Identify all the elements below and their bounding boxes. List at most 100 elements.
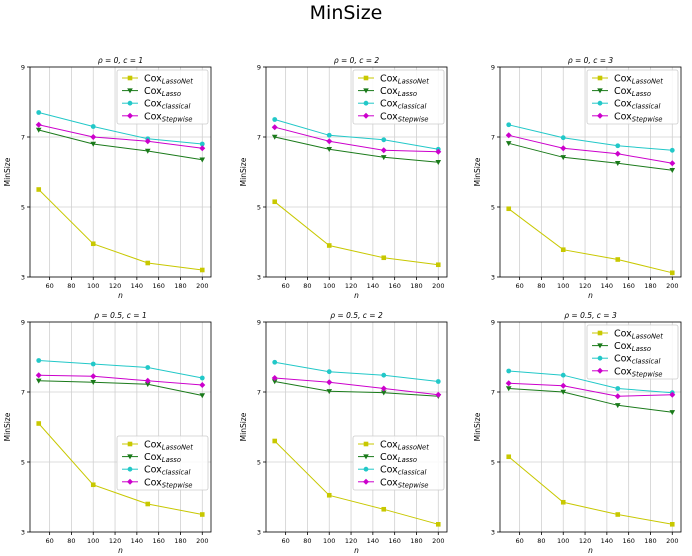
data-point xyxy=(144,138,151,145)
data-point xyxy=(36,421,42,426)
legend-label: Coxclassical xyxy=(380,99,426,111)
data-point xyxy=(381,372,387,378)
x-tick-label: 100 xyxy=(323,537,335,545)
legend-marker xyxy=(597,100,603,106)
data-point xyxy=(272,199,278,205)
legend-box xyxy=(352,69,445,125)
y-tick-label: 3 xyxy=(491,528,495,536)
legend-marker xyxy=(127,441,133,447)
series-line xyxy=(38,112,203,145)
legend-label: CoxLasso xyxy=(144,452,181,464)
x-tick-label: 160 xyxy=(622,537,634,545)
x-tick-label: 60 xyxy=(45,282,53,290)
x-tick-label: 80 xyxy=(303,537,311,545)
x-tick-label: 80 xyxy=(537,537,545,545)
series-line xyxy=(508,456,673,525)
y-tick-label: 5 xyxy=(257,458,261,466)
y-tick-label: 3 xyxy=(257,528,261,536)
y-tick-label: 3 xyxy=(21,273,25,281)
data-point xyxy=(272,359,278,365)
data-point xyxy=(326,389,333,395)
data-point xyxy=(505,380,512,387)
legend-box xyxy=(586,324,679,380)
legend-label: CoxStepwise xyxy=(380,477,428,489)
x-tick-label: 180 xyxy=(174,537,186,545)
legend-label: CoxStepwise xyxy=(144,477,192,489)
x-axis-label: n xyxy=(354,291,359,300)
legend-marker xyxy=(597,88,603,94)
data-point xyxy=(381,137,387,143)
y-axis-label: MinSize xyxy=(473,157,482,186)
plot-frame xyxy=(265,321,448,533)
legend-label: Coxclassical xyxy=(614,354,660,366)
series-line xyxy=(274,136,439,163)
data-point xyxy=(669,160,676,167)
legend-label: CoxLassoNet xyxy=(144,74,193,86)
legend-marker xyxy=(363,88,369,94)
y-tick-label: 9 xyxy=(21,318,25,326)
y-tick-label: 5 xyxy=(491,203,495,211)
data-point xyxy=(560,389,567,395)
legend-marker xyxy=(127,478,133,485)
x-tick-label: 180 xyxy=(644,282,656,290)
legend-marker xyxy=(363,441,369,447)
x-tick-label: 200 xyxy=(196,537,208,545)
data-point xyxy=(614,150,621,157)
x-tick-label: 120 xyxy=(579,537,591,545)
legend-marker xyxy=(127,466,133,472)
data-point xyxy=(145,365,151,370)
data-point xyxy=(326,243,332,248)
x-tick-label: 180 xyxy=(174,282,186,290)
data-point xyxy=(614,403,621,409)
y-axis-label: MinSize xyxy=(239,412,248,441)
legend-label: CoxLasso xyxy=(380,452,417,464)
x-axis-label: n xyxy=(588,291,593,300)
subplot: 60 80 100 120 140 160 180 200 3 5 7 9 ρ = 0.5, c = 2… xyxy=(239,311,448,555)
series-line xyxy=(508,208,673,274)
legend-label: CoxStepwise xyxy=(144,111,192,123)
plot-frame xyxy=(29,321,212,533)
x-tick-label: 120 xyxy=(579,282,591,290)
data-point xyxy=(669,410,676,416)
data-point xyxy=(560,135,566,141)
data-point xyxy=(145,260,151,266)
legend-label: Coxclassical xyxy=(144,99,190,111)
series-line xyxy=(38,189,203,271)
x-tick-label: 100 xyxy=(87,537,99,545)
data-point xyxy=(326,138,333,145)
x-tick-label: 180 xyxy=(410,537,422,545)
data-point xyxy=(381,255,387,261)
subplot: 60 80 100 120 140 160 180 200 3 5 7 9 ρ = 0, c = 2 n M… xyxy=(239,56,448,300)
series-line xyxy=(38,380,203,396)
data-point xyxy=(199,393,206,399)
x-axis-label: n xyxy=(588,546,593,555)
legend-label: CoxLassoNet xyxy=(614,74,663,86)
data-point xyxy=(199,145,206,152)
x-tick-label: 60 xyxy=(45,537,53,545)
data-point xyxy=(36,358,42,363)
x-tick-label: 120 xyxy=(345,282,357,290)
legend-box xyxy=(116,435,209,491)
data-point xyxy=(199,382,206,388)
x-tick-label: 160 xyxy=(388,537,400,545)
legend-label: CoxLassoNet xyxy=(380,440,429,452)
x-tick-label: 60 xyxy=(281,537,289,545)
data-point xyxy=(90,482,96,488)
data-point xyxy=(90,373,97,380)
data-point xyxy=(435,522,441,527)
y-tick-label: 3 xyxy=(257,273,261,281)
data-point xyxy=(435,160,442,165)
x-tick-label: 100 xyxy=(87,282,99,290)
y-tick-label: 3 xyxy=(491,273,495,281)
x-tick-label: 140 xyxy=(601,537,613,545)
subplot: 60 80 100 120 140 160 180 200 3 5 7 9 ρ = 0.5, c = 1… xyxy=(3,311,212,555)
x-tick-label: 140 xyxy=(131,282,143,290)
y-tick-label: 7 xyxy=(257,133,261,141)
series-line xyxy=(508,370,673,394)
legend: CoxLassoNetCoxLassoCoxclassicalCoxStepwi… xyxy=(116,435,209,491)
data-point xyxy=(435,148,442,155)
legend-marker xyxy=(363,466,369,472)
data-point xyxy=(326,132,332,138)
legend-label: CoxLassoNet xyxy=(614,329,663,341)
x-tick-label: 160 xyxy=(388,282,400,290)
